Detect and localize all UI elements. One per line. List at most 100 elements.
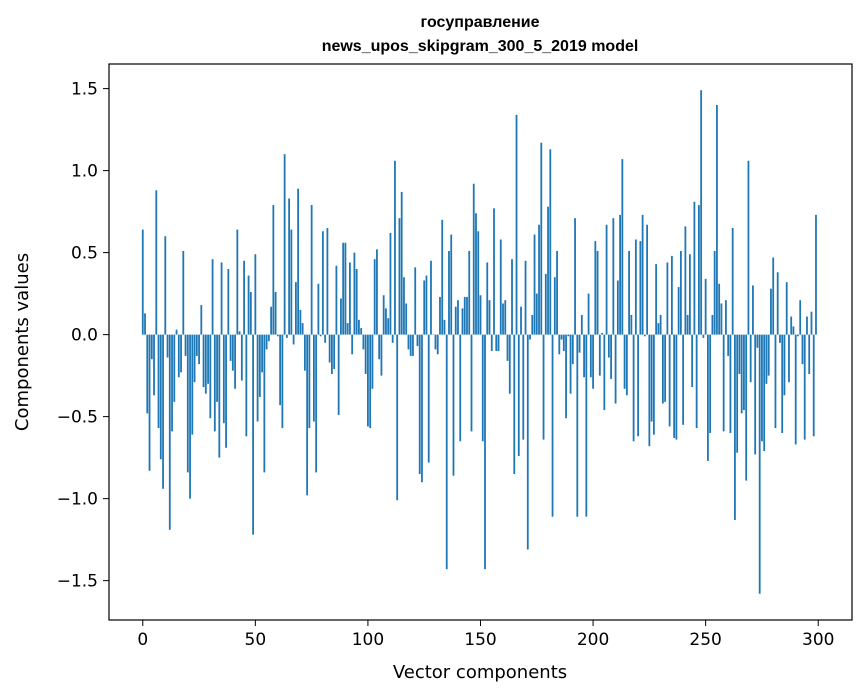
- bar: [524, 260, 527, 335]
- bar: [439, 296, 441, 335]
- bar: [270, 306, 273, 335]
- bar: [157, 334, 160, 429]
- bar: [711, 314, 714, 335]
- bar: [204, 334, 207, 394]
- bar: [218, 334, 221, 458]
- bar: [772, 257, 775, 335]
- bar: [389, 232, 392, 335]
- bar: [511, 259, 513, 335]
- x-tick-label: 200: [577, 630, 609, 650]
- bar: [391, 334, 394, 343]
- bar: [788, 334, 790, 383]
- bar: [707, 334, 709, 461]
- bar: [810, 311, 813, 335]
- bar: [479, 295, 482, 335]
- bar: [535, 293, 538, 335]
- bar: [396, 334, 399, 501]
- bar: [513, 334, 516, 475]
- y-tick-label: 0.0: [71, 326, 98, 346]
- bar: [666, 262, 669, 335]
- bar: [553, 277, 556, 335]
- bar: [468, 250, 471, 335]
- bar: [252, 334, 254, 535]
- bar: [598, 334, 601, 376]
- bar: [148, 334, 151, 471]
- bar: [691, 334, 694, 388]
- bar: [409, 334, 412, 356]
- bar: [619, 214, 621, 335]
- bar: [261, 334, 263, 373]
- bar: [303, 334, 306, 371]
- bar: [695, 334, 698, 429]
- bar: [565, 334, 567, 419]
- bar: [364, 334, 367, 374]
- bar: [745, 334, 748, 481]
- bar: [650, 334, 653, 422]
- bar: [211, 259, 214, 335]
- bar: [369, 334, 372, 429]
- bar: [405, 303, 408, 335]
- bar: [191, 334, 194, 435]
- bar: [312, 334, 315, 422]
- bar: [734, 334, 736, 520]
- bar: [549, 149, 552, 335]
- bar: [720, 303, 723, 335]
- bar: [668, 334, 671, 427]
- bar: [477, 231, 480, 335]
- bar: [425, 275, 428, 335]
- bar: [731, 228, 734, 335]
- bar: [790, 316, 793, 335]
- bar: [700, 90, 703, 335]
- bar: [601, 332, 603, 335]
- bar: [222, 334, 225, 424]
- bar: [646, 224, 649, 335]
- bar: [718, 283, 721, 335]
- bar: [533, 234, 536, 335]
- bar: [452, 334, 455, 476]
- bar: [362, 334, 365, 350]
- bar: [333, 334, 336, 370]
- bar: [344, 242, 347, 335]
- bar: [488, 300, 491, 335]
- bar: [515, 114, 518, 335]
- bar: [195, 334, 198, 356]
- bar: [481, 334, 484, 442]
- bar: [263, 334, 266, 473]
- bar: [459, 334, 462, 442]
- bar: [675, 334, 678, 440]
- bar: [274, 291, 277, 335]
- bar: [801, 334, 804, 365]
- bar: [141, 229, 144, 335]
- bar: [385, 308, 387, 335]
- bar: [574, 218, 576, 335]
- bar: [294, 282, 297, 335]
- bar: [547, 206, 549, 335]
- bar: [716, 105, 718, 335]
- bar: [738, 334, 741, 374]
- bar: [427, 334, 430, 463]
- bar: [538, 224, 540, 335]
- bar: [542, 334, 545, 440]
- bar: [245, 334, 248, 437]
- bar: [704, 278, 707, 335]
- bar: [353, 252, 356, 335]
- bar: [267, 334, 270, 342]
- bar: [508, 334, 511, 394]
- bar: [457, 300, 459, 335]
- bar: [144, 313, 146, 335]
- bar: [171, 334, 173, 432]
- bar: [331, 334, 333, 374]
- y-tick-label: 1.5: [71, 80, 98, 100]
- bar: [639, 241, 642, 335]
- bar: [243, 260, 245, 335]
- y-tick-label: 1.0: [71, 162, 98, 182]
- bar: [454, 306, 457, 335]
- bar: [648, 334, 651, 447]
- bar: [175, 329, 178, 335]
- bar: [436, 334, 439, 355]
- bar: [722, 334, 725, 432]
- bar: [162, 334, 164, 489]
- bar: [421, 334, 423, 483]
- bar: [495, 334, 498, 352]
- bar: [229, 334, 232, 361]
